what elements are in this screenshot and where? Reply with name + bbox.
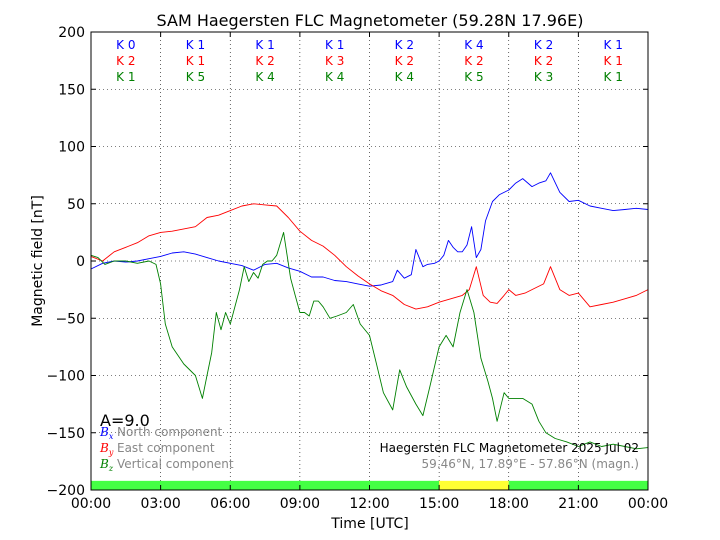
x-tick-label: 15:00 bbox=[419, 496, 459, 512]
y-tick-labels: 200 150 100 50 0 −50 −100 −150 −200 bbox=[47, 25, 85, 499]
k-index-label: K 2 bbox=[534, 38, 553, 52]
legend-label: Vertical component bbox=[117, 457, 234, 471]
activity-segment bbox=[439, 480, 509, 490]
a-index-label: A=9.0 bbox=[100, 411, 150, 430]
k-index-label: K 3 bbox=[325, 54, 344, 68]
station-coordinates: 59.46°N, 17.89°E - 57.86°N (magn.) bbox=[422, 457, 639, 471]
k-index-label: K 1 bbox=[116, 70, 135, 84]
k-index-label: K 1 bbox=[186, 38, 205, 52]
x-tick-labels: 00:00 03:00 06:00 09:00 12:00 15:00 18:00 21:00… bbox=[71, 496, 668, 512]
legend-symbol: Bx bbox=[99, 425, 114, 441]
series-line-x bbox=[90, 172, 649, 287]
k-index-label: K 5 bbox=[464, 70, 483, 84]
x-tick-label: 18:00 bbox=[489, 496, 529, 512]
x-tick-label: 03:00 bbox=[140, 496, 180, 512]
k-index-label: K 2 bbox=[255, 54, 274, 68]
x-tick-label: 12:00 bbox=[349, 496, 389, 512]
k-index-label: K 1 bbox=[255, 38, 274, 52]
y-tick-label: −100 bbox=[47, 369, 85, 385]
chart-title: SAM Haegersten FLC Magnetometer (59.28N … bbox=[157, 11, 584, 30]
series-line-z bbox=[90, 231, 649, 450]
x-tick-label: 00:00 bbox=[71, 496, 111, 512]
k-index-label: K 2 bbox=[116, 54, 135, 68]
k-index-label: K 0 bbox=[116, 38, 135, 52]
k-index-label: K 3 bbox=[534, 70, 553, 84]
x-tick-label: 21:00 bbox=[558, 496, 598, 512]
x-tick-label: 06:00 bbox=[210, 496, 250, 512]
x-tick-label: 00:00 bbox=[628, 496, 668, 512]
k-index-label: K 4 bbox=[464, 38, 483, 52]
y-tick-label: −150 bbox=[47, 426, 85, 442]
k-index-label: K 1 bbox=[325, 38, 344, 52]
x-tick-label: 09:00 bbox=[280, 496, 320, 512]
k-index-label: K 4 bbox=[325, 70, 344, 84]
k-index-label: K 2 bbox=[464, 54, 483, 68]
legend-label: East component bbox=[117, 441, 215, 455]
k-index-label: K 4 bbox=[255, 70, 274, 84]
y-tick-label: 200 bbox=[58, 25, 85, 41]
series-lines bbox=[90, 172, 649, 450]
k-index-label: K 2 bbox=[395, 54, 414, 68]
y-tick-label: 0 bbox=[76, 254, 85, 270]
legend-symbol: Bz bbox=[99, 457, 114, 473]
k-index-label: K 5 bbox=[186, 70, 205, 84]
legend-symbol: By bbox=[99, 441, 114, 457]
y-tick-label: −50 bbox=[55, 311, 85, 327]
k-index-labels: K 0 K 1 K 1 K 1 K 2 K 4 K 2 K 1 K 2 K 1 K 2 K 3 K 2 K… bbox=[116, 38, 623, 84]
y-tick-label: 50 bbox=[67, 197, 85, 213]
k-index-label: K 1 bbox=[604, 54, 623, 68]
activity-segment bbox=[91, 480, 440, 490]
series-line-y bbox=[90, 203, 649, 310]
plot-frame bbox=[90, 31, 649, 491]
k-index-label: K 1 bbox=[604, 70, 623, 84]
y-tick-label: 100 bbox=[58, 140, 85, 156]
x-axis-label: Time [UTC] bbox=[330, 516, 408, 532]
y-axis-label: Magnetic field [nT] bbox=[30, 195, 46, 327]
legend-label: North component bbox=[117, 425, 223, 439]
y-tick-label: −200 bbox=[47, 483, 85, 499]
k-index-label: K 4 bbox=[395, 70, 414, 84]
k-index-label: K 1 bbox=[604, 38, 623, 52]
station-info: Haegersten FLC Magnetometer 2025 Jul 02 bbox=[380, 441, 639, 455]
k-index-label: K 1 bbox=[186, 54, 205, 68]
y-tick-label: 150 bbox=[58, 82, 85, 98]
k-index-label: K 2 bbox=[534, 54, 553, 68]
k-index-label: K 2 bbox=[395, 38, 414, 52]
